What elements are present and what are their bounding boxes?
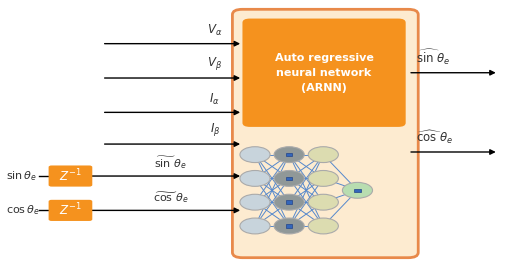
- Circle shape: [308, 218, 338, 234]
- FancyBboxPatch shape: [232, 9, 418, 258]
- Text: $I_\beta$: $I_\beta$: [210, 121, 220, 138]
- Circle shape: [342, 182, 373, 198]
- FancyBboxPatch shape: [286, 224, 292, 228]
- FancyBboxPatch shape: [286, 201, 292, 204]
- Text: $Z^{-1}$: $Z^{-1}$: [59, 202, 82, 219]
- Circle shape: [240, 218, 270, 234]
- Circle shape: [240, 194, 270, 210]
- FancyBboxPatch shape: [354, 189, 361, 192]
- Circle shape: [308, 194, 338, 210]
- FancyBboxPatch shape: [242, 19, 406, 127]
- Circle shape: [308, 171, 338, 186]
- Text: $\widetilde{\cos}\,\theta_e$: $\widetilde{\cos}\,\theta_e$: [153, 190, 189, 205]
- Text: $Z^{-1}$: $Z^{-1}$: [59, 168, 82, 184]
- Text: $\widetilde{\sin}\,\theta_e$: $\widetilde{\sin}\,\theta_e$: [155, 154, 187, 171]
- Circle shape: [274, 147, 304, 163]
- FancyBboxPatch shape: [286, 177, 292, 180]
- Text: $\widehat{\cos}\,\theta_e$: $\widehat{\cos}\,\theta_e$: [416, 129, 453, 146]
- Text: $\cos\theta_e$: $\cos\theta_e$: [7, 203, 40, 217]
- Circle shape: [274, 194, 304, 210]
- FancyBboxPatch shape: [48, 166, 92, 187]
- Circle shape: [240, 147, 270, 163]
- Circle shape: [274, 218, 304, 234]
- Circle shape: [240, 171, 270, 186]
- Text: $V_\beta$: $V_\beta$: [208, 55, 222, 72]
- Text: $\widehat{\sin}\,\theta_e$: $\widehat{\sin}\,\theta_e$: [416, 47, 450, 67]
- Text: $I_\alpha$: $I_\alpha$: [210, 92, 220, 107]
- Text: $V_\alpha$: $V_\alpha$: [207, 23, 223, 38]
- FancyBboxPatch shape: [286, 153, 292, 156]
- Circle shape: [274, 171, 304, 186]
- FancyBboxPatch shape: [48, 200, 92, 221]
- Circle shape: [308, 147, 338, 163]
- Text: Auto regressive
neural network
(ARNN): Auto regressive neural network (ARNN): [275, 53, 374, 93]
- Text: $\sin\theta_e$: $\sin\theta_e$: [7, 169, 37, 183]
